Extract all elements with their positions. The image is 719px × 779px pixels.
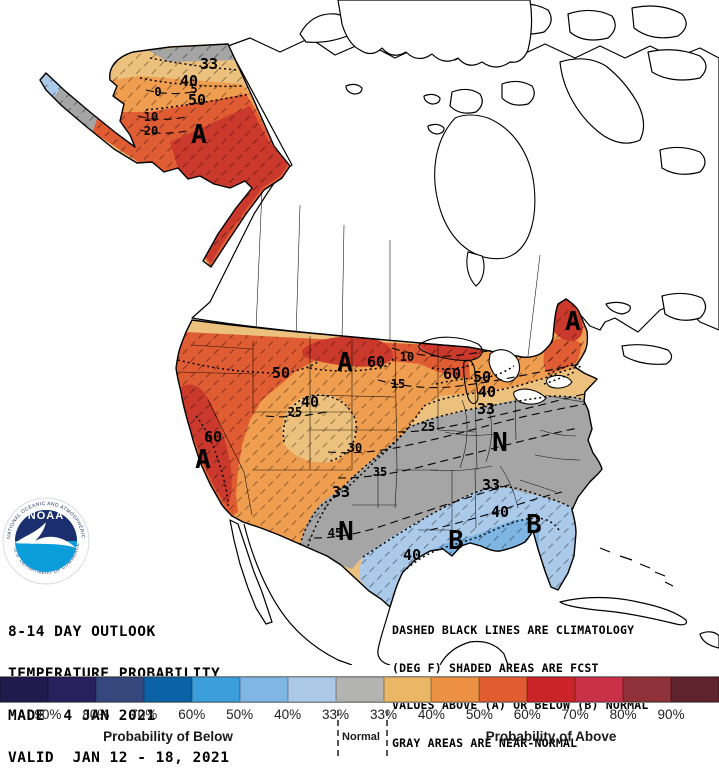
legend-segment [191, 677, 240, 702]
great-lakes [418, 336, 573, 405]
legend-segment [0, 677, 48, 702]
legend-tick-label: 70% [561, 707, 589, 722]
map-region-letter: N [338, 517, 354, 547]
legend-tick-label: 40% [274, 707, 302, 722]
probability-contour-label: 33 [477, 400, 495, 418]
siberia-landmass [337, 0, 533, 135]
note-line: (DEG F) SHADED AREAS ARE FCST [392, 660, 599, 675]
map-region-letter: N [492, 428, 508, 458]
probability-contour-label: 40 [180, 72, 198, 90]
climatology-contour-label: 10 [400, 350, 414, 364]
logo-noaa-word: NOAA [28, 510, 64, 522]
title-line: 8-14 DAY OUTLOOK [8, 624, 156, 640]
legend-tick-label: 50% [465, 707, 493, 722]
noaa-logo: NATIONAL OCEANIC AND ATMOSPHERIC ADMINIS… [2, 497, 90, 585]
map-region-letter: A [337, 348, 353, 378]
probability-contour-label: 33 [332, 483, 350, 501]
map-region-letter: B [448, 526, 464, 556]
normal-left-divider [337, 710, 339, 756]
legend-segment [479, 677, 528, 702]
legend-segment [623, 677, 672, 702]
probability-contour-label: 60 [204, 428, 222, 446]
legend-segment [143, 677, 192, 702]
legend-segment [335, 677, 384, 702]
probability-contour-label: 33 [200, 55, 218, 73]
legend-tick-label: 60% [178, 707, 206, 722]
climatology-lines [137, 89, 586, 539]
probability-below-caption: Probability of Below [103, 729, 233, 744]
climatology-contour-label: 45 [328, 526, 342, 540]
legend-segment [575, 677, 624, 702]
legend-tick-label: 40% [417, 707, 445, 722]
alaska-outline [39, 43, 291, 268]
legend-tick-label: 33% [369, 707, 397, 722]
hudson-bay [434, 114, 536, 260]
probability-contour-label: 60 [367, 353, 385, 371]
caribbean-islands [559, 547, 719, 649]
legend-tick-label: 80% [609, 707, 637, 722]
climatology-contour-label: 20 [144, 124, 158, 138]
map-region-letter: A [565, 307, 581, 337]
note-line: DASHED BLACK LINES ARE CLIMATOLOGY [392, 623, 635, 637]
probability-contour-label: 50 [473, 368, 491, 386]
probability-contour-label: 40 [301, 393, 319, 411]
legend-tick-label: 50% [226, 707, 254, 722]
james-bay [466, 251, 485, 287]
legend-ticks: 90% 80% 70% 60% 50% 40% 33% 33% 40% 50% 60% 70% 80% 9… [0, 707, 719, 724]
probability-contour-label: 33 [482, 476, 500, 494]
probability-contour-label: 40 [491, 503, 509, 521]
probability-above-caption: Probability of Above [485, 729, 617, 744]
title-line: MADE 4 JAN 2021 [8, 708, 156, 724]
climatology-contour-label: 25 [421, 420, 435, 434]
map-region-letter: A [195, 445, 211, 475]
legend-tick-label: 90% [34, 707, 62, 722]
probability-contour-label: 40 [478, 383, 496, 401]
legend-note-block: DASHED BLACK LINES ARE CLIMATOLOGY (DEG … [392, 599, 648, 762]
legend-segment [383, 677, 432, 702]
climatology-contour-label: 30 [348, 441, 362, 455]
map-region-letter: B [526, 510, 542, 540]
title-line: VALID JAN 12 - 18, 2021 [8, 750, 230, 766]
legend-segment [239, 677, 288, 702]
province-borders [255, 189, 541, 357]
probability-contour-label: 50 [188, 91, 206, 109]
legend-tick-label: 33% [322, 707, 350, 722]
legend-tick-label: 70% [130, 707, 158, 722]
legend-segment [95, 677, 144, 702]
legend-segment [431, 677, 480, 702]
legend-tick-label: 80% [82, 707, 110, 722]
conus-outline [175, 298, 603, 608]
probability-contours [139, 57, 586, 573]
probability-contour-label: 50 [272, 364, 290, 382]
legend-segment [47, 677, 96, 702]
legend-segment [527, 677, 576, 702]
climatology-contour-label: 0 [154, 85, 161, 99]
legend-bar [0, 676, 719, 703]
legend-segment [287, 677, 336, 702]
probability-contour-label: 40 [403, 546, 421, 564]
climatology-contour-label: 25 [288, 405, 302, 419]
legend-tick-label: 60% [513, 707, 541, 722]
canada-landmass [191, 37, 719, 358]
map-region-letter: A [191, 120, 207, 150]
note-line: GRAY AREAS ARE NEAR-NORMAL [392, 735, 578, 750]
probability-contour-label: 60 [443, 365, 461, 383]
climatology-contour-label: 5 [190, 82, 197, 96]
legend-segment [671, 677, 719, 702]
normal-caption: Normal [342, 731, 380, 743]
climatology-contour-label: 10 [144, 110, 158, 124]
legend-tick-label: 90% [657, 707, 685, 722]
climatology-contour-label: 15 [391, 377, 405, 391]
mexico-landmass [229, 519, 509, 665]
climatology-contour-label: 35 [373, 465, 387, 479]
normal-right-divider [386, 710, 388, 756]
